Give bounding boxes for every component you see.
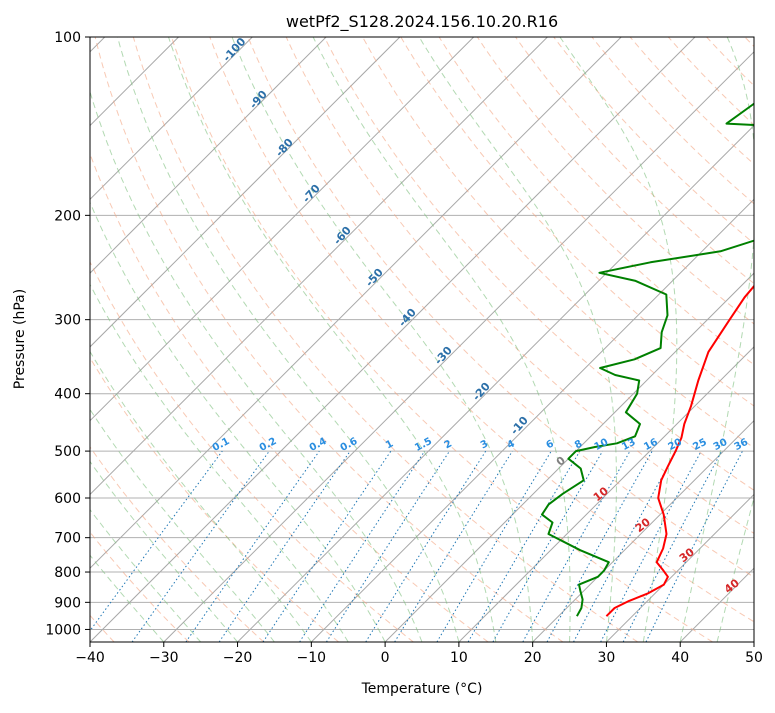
y-tick-label: 300 [54,313,81,329]
x-tick-label: 30 [598,650,616,666]
y-tick-label: 100 [54,30,81,46]
x-tick-label: −20 [223,650,253,666]
y-tick-label: 600 [54,491,81,507]
x-tick-label: −10 [297,650,327,666]
x-tick-label: 40 [671,650,689,666]
x-tick-label: 0 [381,650,390,666]
x-tick-label: −40 [75,650,105,666]
y-tick-label: 800 [54,565,81,581]
x-tick-label: 10 [450,650,468,666]
y-tick-label: 1000 [45,622,81,638]
x-tick-label: 50 [745,650,763,666]
chart-title: wetPf2_S128.2024.156.10.20.R16 [286,12,558,32]
x-tick-label: 20 [524,650,542,666]
y-tick-label: 900 [54,595,81,611]
x-tick-label: −30 [149,650,179,666]
y-tick-label: 400 [54,387,81,403]
y-tick-label: 700 [54,531,81,547]
y-tick-label: 500 [54,444,81,460]
x-axis-label: Temperature (°C) [361,681,483,697]
y-axis-label: Pressure (hPa) [12,289,28,389]
y-tick-label: 200 [54,208,81,224]
